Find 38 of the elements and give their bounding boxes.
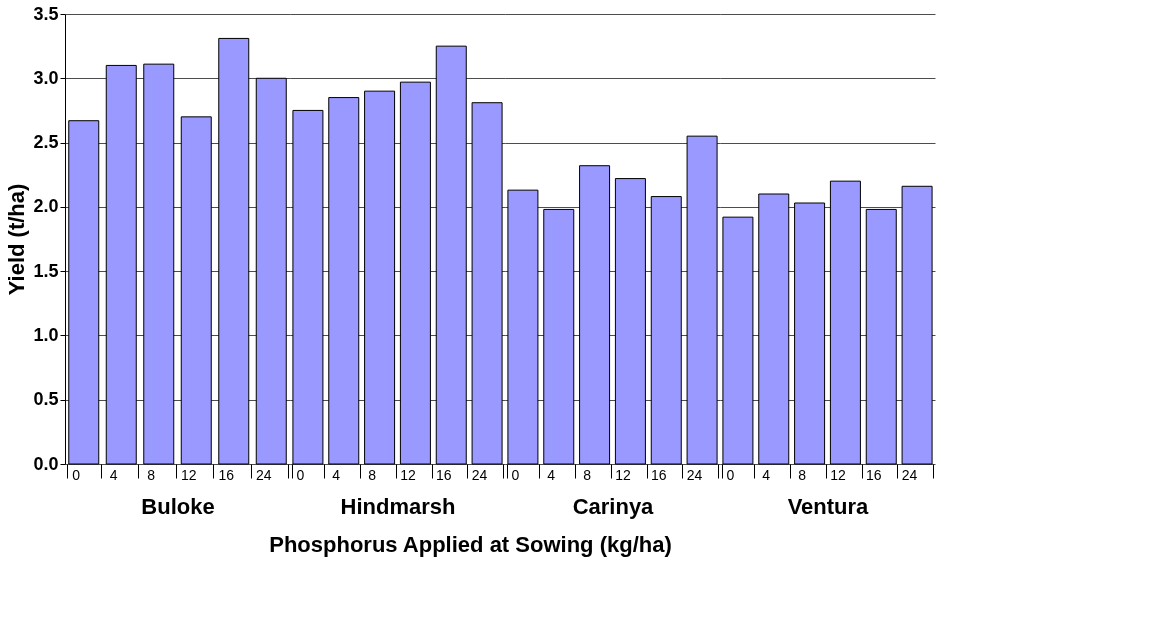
x-tick-label: 16 bbox=[218, 466, 235, 483]
x-axis-title: Hindmarsh bbox=[340, 493, 456, 519]
x-tick-label: 12 bbox=[615, 466, 631, 483]
x-tick-label: 8 bbox=[798, 466, 807, 483]
text: Phosphorus Applied at Sowing (kg/ha) bbox=[269, 532, 672, 557]
y-tick-label: 1.0 bbox=[33, 324, 59, 345]
x-tick-label: 24 bbox=[471, 466, 488, 483]
x-tick-label: 4 bbox=[547, 466, 556, 483]
y-axis-title: Yield (t/ha) bbox=[4, 183, 30, 296]
y-tick-label: 0.0 bbox=[33, 453, 59, 474]
y-tick-label: 3.0 bbox=[33, 67, 59, 88]
x-tick-label: 4 bbox=[332, 466, 341, 483]
x-tick-label: 0 bbox=[72, 466, 81, 483]
x-tick-label: 8 bbox=[583, 466, 592, 483]
x-tick-label: 16 bbox=[435, 466, 452, 483]
x-tick-label: 8 bbox=[147, 466, 156, 483]
y-tick-label: 1.5 bbox=[33, 260, 59, 281]
x-axis-title: Ventura bbox=[787, 493, 870, 519]
x-tick-label: 0 bbox=[726, 466, 735, 483]
x-tick-label: 8 bbox=[368, 466, 377, 483]
x-tick-label: 4 bbox=[762, 466, 771, 483]
x-tick-label: 12 bbox=[400, 466, 416, 483]
y-tick-label: 0.5 bbox=[33, 389, 59, 410]
x-tick-label: 12 bbox=[830, 466, 846, 483]
x-tick-label: 16 bbox=[650, 466, 667, 483]
x-tick-label: 24 bbox=[686, 466, 703, 483]
y-tick-label: 2.5 bbox=[33, 132, 59, 153]
x-tick-label: 24 bbox=[901, 466, 918, 483]
x-tick-label: 16 bbox=[865, 466, 882, 483]
x-axis-title: Carinya bbox=[572, 493, 655, 519]
x-tick-label: 0 bbox=[511, 466, 520, 483]
x-tick-label: 0 bbox=[296, 466, 305, 483]
y-tick-label: 2.0 bbox=[33, 196, 59, 217]
x-axis-title: Buloke bbox=[141, 493, 215, 519]
x-tick-label: 12 bbox=[180, 466, 197, 483]
x-tick-label: 4 bbox=[109, 466, 118, 483]
x-tick-label: 24 bbox=[255, 466, 272, 483]
y-tick-label: 3.5 bbox=[33, 3, 59, 24]
